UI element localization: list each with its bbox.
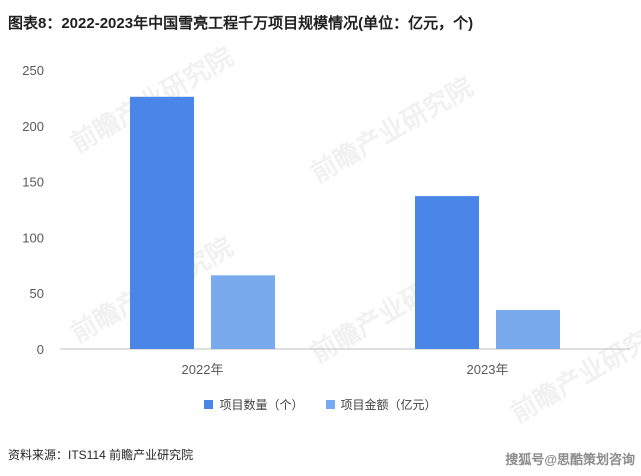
legend-item-series-2: 项目金额（亿元） [325,396,437,413]
bar-series-2 [211,275,275,349]
bar-series-1 [415,196,479,349]
source-note: 资料来源：ITS114 前瞻产业研究院 [8,448,194,462]
y-tick-label: 250 [22,63,44,78]
y-axis: 0 50 100 150 200 250 [22,63,44,357]
x-axis-labels: 2022年 2023年 [182,362,509,377]
legend-label-series-1: 项目数量（个） [219,398,304,412]
corner-watermark-text: 搜狐号@思酷策划咨询 [505,452,635,467]
legend-item-series-1: 项目数量（个） [204,396,304,413]
chart-title: 图表8：2022-2023年中国雪亮工程千万项目规模情况(单位：亿元，个) [8,15,474,32]
legend-swatch-series-2 [325,400,335,409]
x-tick-label: 2023年 [467,362,509,377]
legend-swatch-series-1 [204,400,214,409]
bar-chart: 0 50 100 150 200 250 2022年 2023年 [22,63,630,377]
bar-series-1 [130,96,194,349]
y-tick-label: 50 [30,286,44,301]
bar-series-2 [496,309,560,349]
y-tick-label: 200 [22,119,44,134]
x-tick-label: 2022年 [182,362,224,377]
legend-label-series-2: 项目金额（亿元） [340,398,437,412]
bars [130,96,560,349]
y-tick-label: 0 [37,342,44,357]
y-tick-label: 150 [22,175,44,190]
y-tick-label: 100 [22,230,44,245]
legend: 项目数量（个） 项目金额（亿元） [0,396,641,413]
